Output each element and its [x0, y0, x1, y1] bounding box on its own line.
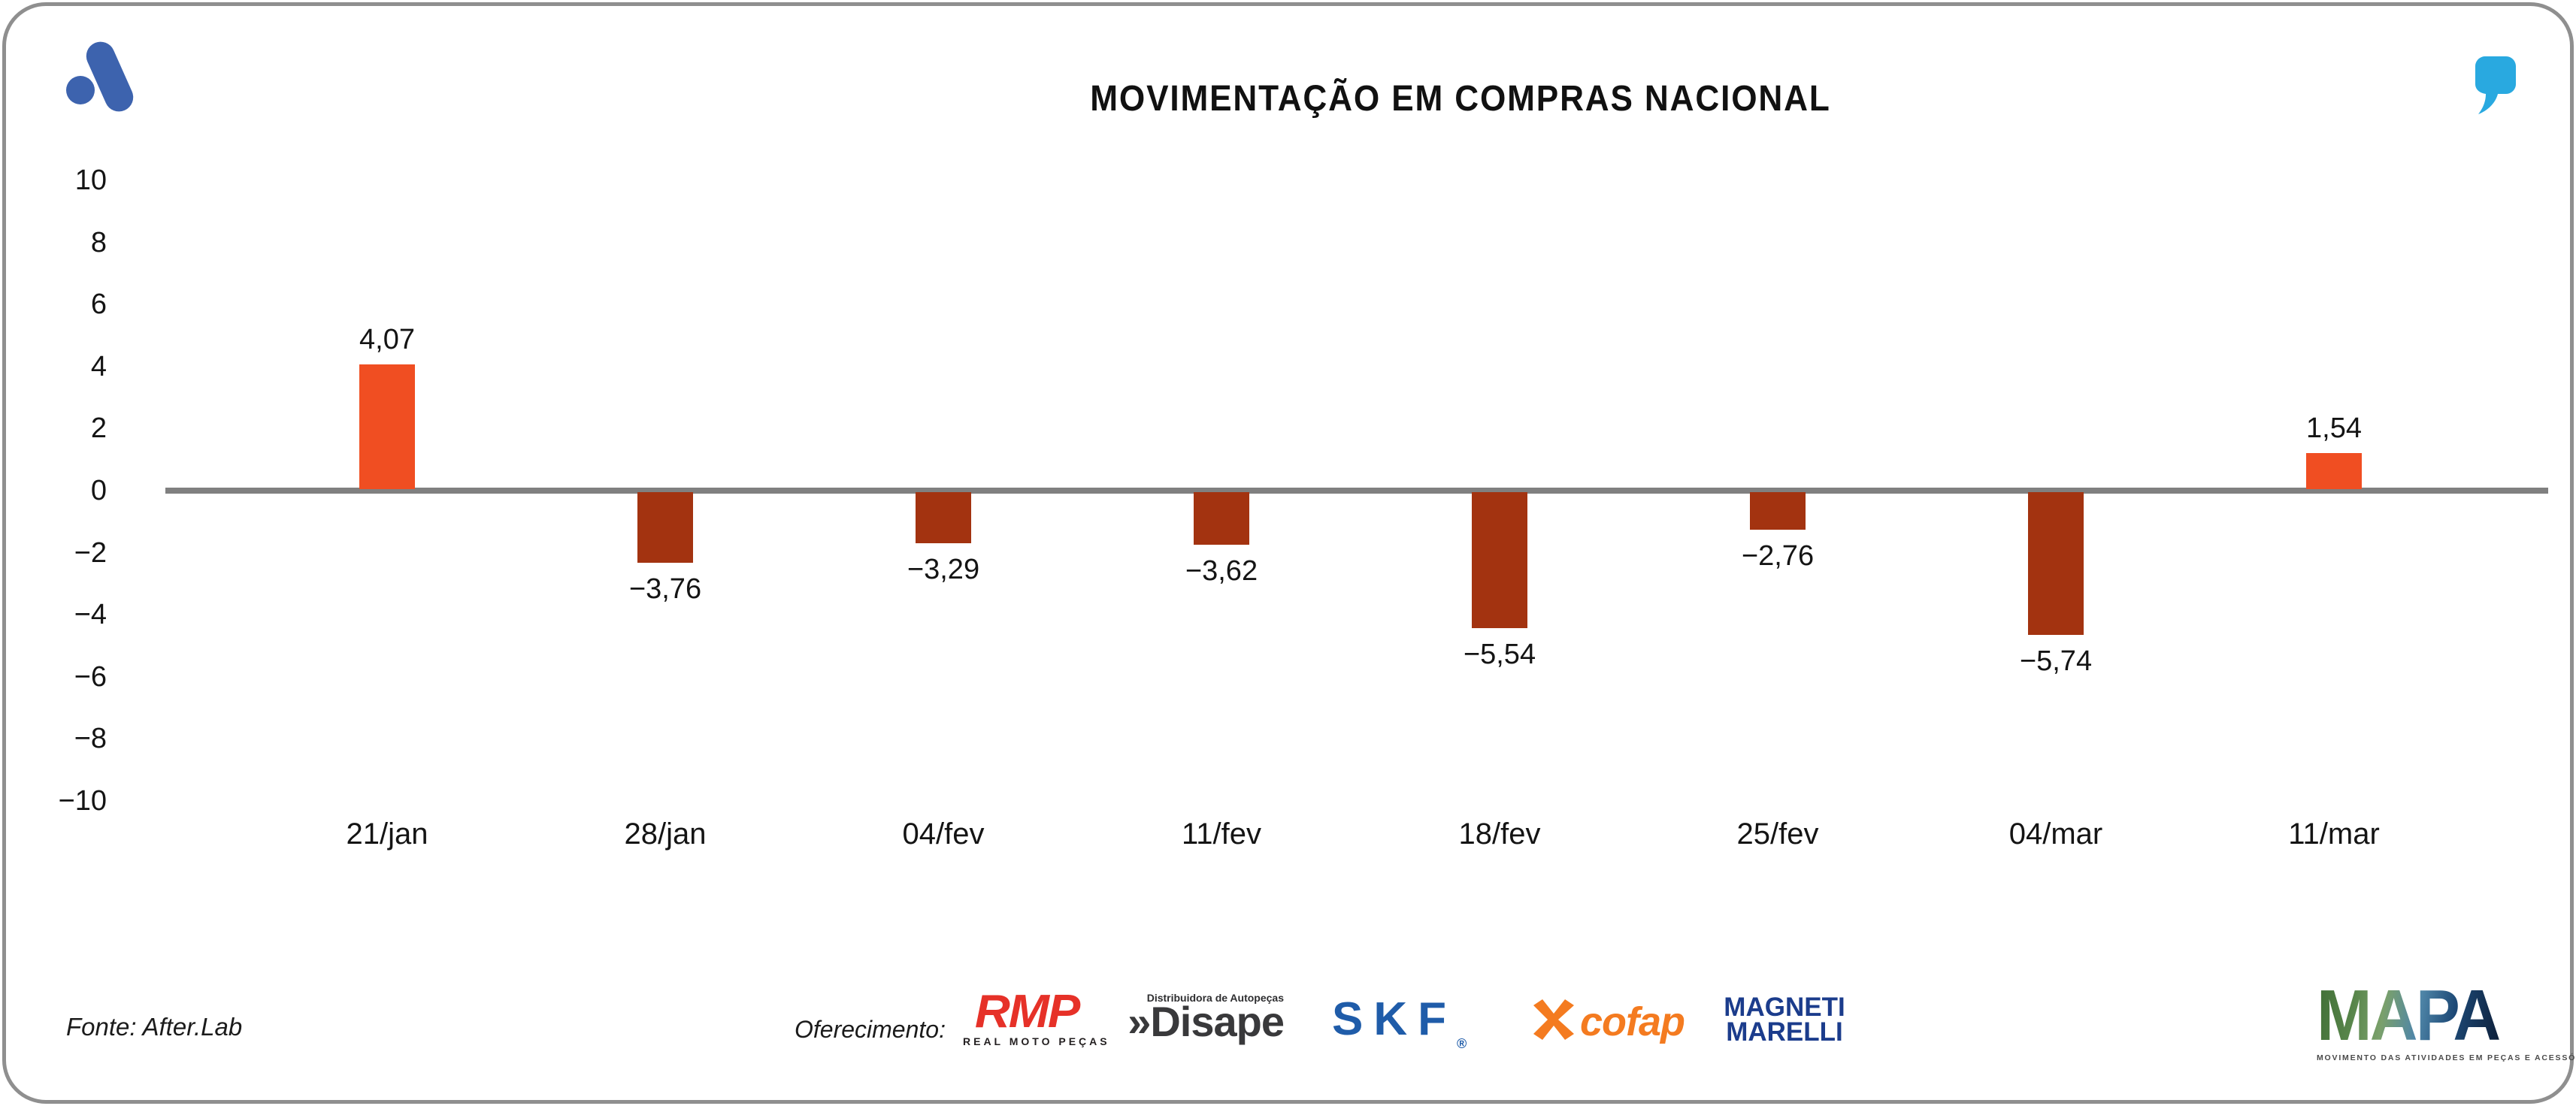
bar-value-label: 4,07	[359, 324, 415, 355]
y-tick-label: −6	[74, 660, 107, 693]
bar-value-label: −2,76	[1741, 540, 1815, 572]
bar-04/fev	[916, 492, 971, 543]
y-tick-label: −10	[58, 785, 107, 817]
disape-name: Disape	[1150, 998, 1285, 1045]
y-tick-label: −2	[74, 536, 107, 569]
bar-value-label: −3,29	[907, 554, 980, 585]
bar-11/fev	[1194, 492, 1249, 545]
x-tick-label: 04/fev	[902, 817, 985, 851]
rmp-logo-caption: REAL MOTO PEÇAS	[963, 1035, 1110, 1047]
chart-title: MOVIMENTAÇÃO EM COMPRAS NACIONAL	[1090, 79, 1831, 119]
disape-logo-text: »Disape	[1128, 998, 1285, 1045]
magneti-marelli-logo: MAGNETI MARELLI	[1720, 993, 1849, 1047]
mapa-logo-tagline: MOVIMENTO DAS ATIVIDADES EM PEÇAS E ACES…	[2317, 1053, 2576, 1062]
x-tick-label: 18/fev	[1458, 817, 1541, 851]
y-tick-label: −8	[74, 723, 107, 755]
x-tick-label: 28/jan	[624, 817, 707, 851]
magneti-line2: MARELLI	[1726, 1017, 1843, 1047]
bar-04/mar	[2028, 492, 2084, 635]
bar-25/fev	[1750, 492, 1806, 530]
source-note: Fonte: After.Lab	[66, 1013, 243, 1041]
bar-11/mar	[2306, 453, 2362, 489]
skf-logo: SKF®	[1332, 996, 1467, 1067]
skf-logo-text: SKF	[1332, 993, 1457, 1045]
cofap-x-chevron-icon	[1533, 999, 1574, 1044]
x-axis-zero-line	[165, 488, 2548, 494]
afterlab-logo-icon	[62, 38, 152, 120]
y-tick-label: −4	[74, 599, 107, 631]
bar-18/fev	[1472, 492, 1527, 628]
x-tick-label: 11/fev	[1182, 817, 1261, 851]
y-tick-label: 4	[90, 350, 107, 382]
y-tick-label: 10	[74, 165, 107, 196]
skf-registered-mark: ®	[1457, 1036, 1467, 1051]
bar-value-label: −5,74	[2019, 645, 2093, 677]
x-tick-label: 21/jan	[346, 817, 428, 851]
rmp-logo: RMP REAL MOTO PEÇAS	[963, 986, 1110, 1048]
quote-comma-icon	[2475, 56, 2516, 115]
cofap-logo: cofap	[1533, 999, 1685, 1044]
y-tick-label: 2	[90, 412, 107, 445]
disape-logo-caption: Distribuidora de Autopeças	[1146, 992, 1284, 1004]
x-tick-label: 25/fev	[1736, 817, 1819, 851]
x-tick-label: 04/mar	[2008, 817, 2103, 851]
mapa-logo-text: MAPA	[2317, 980, 2503, 1052]
bar-value-label: −5,54	[1463, 639, 1536, 670]
bar-value-label: −3,62	[1185, 555, 1258, 587]
bar-21/jan	[359, 364, 415, 489]
sponsor-label: Oferecimento:	[795, 1016, 946, 1043]
rmp-logo-text: RMP	[974, 986, 1080, 1038]
x-tick-label: 11/mar	[2288, 817, 2380, 851]
y-tick-label: 6	[90, 289, 107, 321]
disape-chevrons-icon: »	[1128, 998, 1151, 1045]
bar-28/jan	[637, 492, 693, 563]
bar-value-label: −3,76	[628, 573, 702, 605]
bar-value-label: 1,54	[2306, 412, 2362, 444]
cofap-logo-text: cofap	[1580, 999, 1685, 1044]
disape-logo: Distribuidora de Autopeças »Disape	[1103, 992, 1285, 1045]
y-tick-label: 0	[90, 475, 107, 506]
mapa-logo: MAPA MOVIMENTO DAS ATIVIDADES EM PEÇAS E…	[2317, 980, 2576, 1063]
magneti-line1: MAGNETI	[1724, 993, 1845, 1022]
y-tick-label: 8	[90, 226, 107, 258]
